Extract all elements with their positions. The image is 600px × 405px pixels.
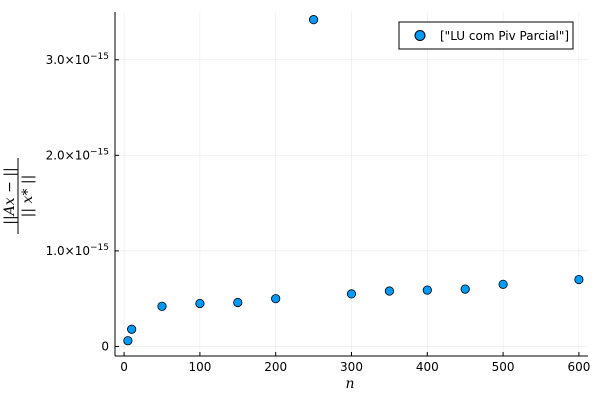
data-point xyxy=(123,336,133,346)
axes xyxy=(114,12,588,357)
legend-marker xyxy=(414,30,426,41)
data-point xyxy=(574,274,584,285)
tick-labels: 0 100 200 300 400 500 600 0 1.0×10−15 2.0×10−15 3.… xyxy=(46,52,591,374)
x-tick-label: 500 xyxy=(492,360,515,374)
y-tick-label: 3.0×10−15 xyxy=(46,52,109,67)
data-point xyxy=(271,294,281,304)
data-point xyxy=(127,324,137,334)
y-tick-label: 2.0×10−15 xyxy=(46,147,109,162)
data-point xyxy=(384,286,395,296)
data-point xyxy=(498,279,508,289)
data-point xyxy=(460,284,470,294)
data-point xyxy=(157,301,167,311)
y-axis-numerator: ||Ax − || xyxy=(2,167,18,225)
x-tick-label: 0 xyxy=(120,360,128,374)
legend-box xyxy=(398,21,574,50)
legend: ["LU com Piv Parcial"] xyxy=(398,21,574,50)
x-tick-label: 600 xyxy=(567,360,590,374)
y-axis-denominator: || x* || xyxy=(20,175,36,218)
x-axis-title: n xyxy=(345,376,354,392)
data-point xyxy=(233,297,243,308)
y-tick-label: 0 xyxy=(101,339,109,353)
x-tick-label: 300 xyxy=(340,360,363,374)
data-point xyxy=(308,15,319,25)
x-tick-label: 400 xyxy=(416,360,439,374)
data-point xyxy=(346,289,357,299)
y-tick-label: 1.0×10−15 xyxy=(46,243,109,258)
data-points xyxy=(123,15,584,346)
x-tick-label: 100 xyxy=(188,360,211,374)
grid xyxy=(115,12,588,356)
legend-label: ["LU com Piv Parcial"] xyxy=(440,29,569,43)
data-point xyxy=(422,285,432,295)
x-tick-label: 200 xyxy=(264,360,287,374)
y-axis-title: ||Ax − || || x* || xyxy=(2,158,36,234)
data-point xyxy=(195,298,205,309)
